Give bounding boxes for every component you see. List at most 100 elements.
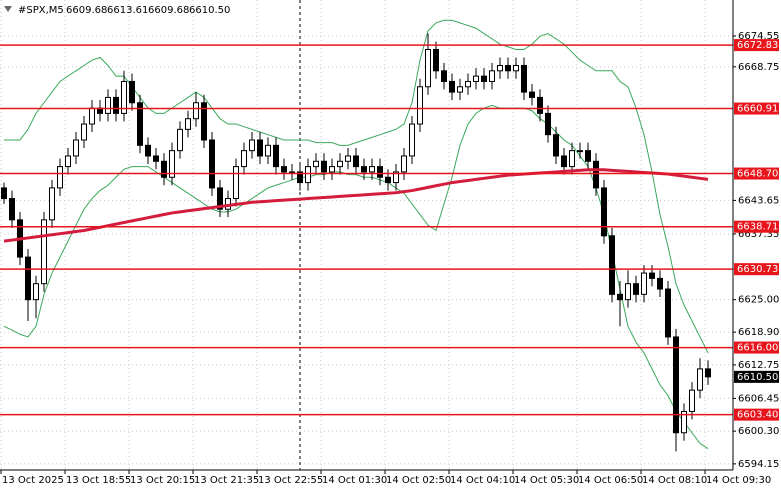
candle-body [89,107,95,125]
candle-body [361,166,367,173]
candle-body [393,171,399,184]
candle-body [121,80,127,114]
candle-body [193,102,199,120]
header-icon [4,6,12,12]
candle-body [569,150,575,168]
candle-body [697,368,703,391]
candle-body [377,166,383,178]
level-label-box [734,220,779,233]
candle-body [681,410,687,434]
header-open: 6609.68 [66,5,107,16]
label-layer: 6674.55 6668.75 6643.65 6637.35 6625.00 6618.… [0,31,779,486]
chart-title: #SPX,M5 [18,5,64,16]
y-tick-label: 6612.75 [738,360,779,371]
x-tick-label: 14 Oct 02:50 [386,475,451,486]
y-tick-label: 6637.35 [738,229,779,240]
candle-body [305,166,311,184]
candle-body [81,123,87,141]
candle-body [617,293,623,301]
candle-body [57,166,63,189]
candle-body [609,235,615,295]
candle-body [297,171,303,184]
y-tick-label: 6618.90 [738,327,779,338]
level-label-box [734,341,779,354]
x-tick-label: 14 Oct 06:50 [578,475,643,486]
candle-body [577,150,583,153]
level-label-box [734,167,779,180]
current-price-box [734,370,779,383]
candle-body [673,336,679,434]
y-tick-label: 6674.55 [738,31,779,42]
candle-body [593,160,599,189]
x-tick-label: 13 Oct 22:55 [258,475,323,486]
candle-body [161,160,167,178]
candle-body [1,187,7,200]
candle-body [641,272,647,295]
level-label: 6638.71 [737,222,778,233]
level-label-box [734,102,779,115]
y-tick-label: 6606.45 [738,393,779,404]
candle-body [537,96,543,114]
candle-body [249,139,255,152]
candle-body [209,139,215,189]
candle-body [401,155,407,173]
candle-body [153,155,159,162]
candle-body [601,187,607,237]
x-tick-label: 14 Oct 05:30 [514,475,579,486]
candle-body [353,155,359,168]
candle-body [633,283,639,295]
candle-body [465,80,471,88]
x-tick-label: 14 Oct 04:10 [450,475,515,486]
candle-body [129,80,135,104]
level-label: 6603.40 [737,410,778,421]
ma-line [3,168,709,243]
candle-body [201,102,207,141]
candle-body [553,134,559,157]
level-label: 6616.00 [737,343,778,354]
candle-body [137,102,143,146]
candle-body [233,166,239,200]
candle-body [145,144,151,157]
candle-body [49,187,55,221]
header-high: 6613.61 [107,5,148,16]
candle-body [545,112,551,136]
candle-body [561,155,567,168]
x-tick-label: 13 Oct 21:35 [194,475,259,486]
bands-upper-line [4,19,709,354]
level-label-box [734,263,779,276]
candle-body [369,166,375,173]
y-tick-label: 6594.15 [738,459,779,470]
candle-body [337,160,343,168]
candle-body [529,91,535,98]
candle-body [657,277,663,290]
candle-body [217,187,223,210]
candle-body [457,86,463,93]
candle-body [177,128,183,152]
candle-body [113,96,119,114]
candle-body [329,166,335,173]
x-tick-label: 13 Oct 18:55 [66,475,131,486]
candle-body [649,272,655,279]
candle-body [473,75,479,82]
x-tick-label: 13 Oct 20:15 [130,475,195,486]
x-tick-label: 14 Oct 08:10 [642,475,707,486]
header-low: 6609.68 [148,5,189,16]
candle-body [705,368,711,378]
candle-body [521,64,527,93]
candle-body [689,389,695,412]
candle-body [625,283,631,301]
level-label: 6672.83 [737,40,778,51]
x-tick-label: 14 Oct 01:30 [322,475,387,486]
candle-body [73,139,79,157]
candle-body [321,160,327,173]
x-tick-label: 13 Oct 2025 [2,475,64,486]
candle-body [441,70,447,82]
candle-body [449,80,455,93]
candle-body [505,64,511,72]
candle-body [9,198,15,221]
candle-body [345,155,351,162]
candle-body [33,283,39,301]
candle-body [481,75,487,82]
